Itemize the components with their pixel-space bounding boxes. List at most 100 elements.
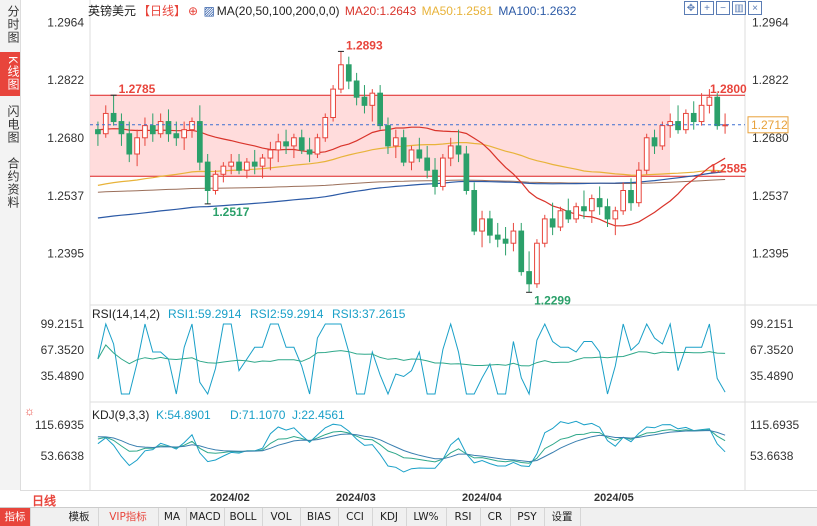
kdj-axis-label: 115.6935 bbox=[750, 418, 799, 432]
candle-body bbox=[510, 230, 517, 244]
symbol-name: 英镑美元 bbox=[88, 4, 137, 18]
candle-body bbox=[314, 137, 321, 155]
candle-body bbox=[440, 157, 446, 187]
candle-body bbox=[471, 190, 478, 232]
period-label[interactable]: 日线 bbox=[32, 494, 57, 508]
kdj-axis-label: 115.6935 bbox=[35, 418, 84, 432]
zoom-in-icon[interactable]: + bbox=[700, 1, 714, 15]
tab-psy[interactable]: PSY bbox=[510, 508, 545, 526]
rsi-fast-line bbox=[97, 322, 726, 396]
candle-body bbox=[283, 141, 289, 147]
tab-ma[interactable]: MA bbox=[158, 508, 187, 526]
rsi-axis-label: 99.2151 bbox=[41, 317, 85, 331]
candle-body bbox=[259, 157, 266, 167]
candle-body bbox=[573, 206, 579, 220]
tab-indicators[interactable]: 指标 bbox=[0, 508, 31, 526]
price-tick-label: 1.2680 bbox=[752, 131, 789, 145]
price-tick-label: 1.2822 bbox=[47, 73, 84, 87]
tab-boll[interactable]: BOLL bbox=[224, 508, 263, 526]
candle-body bbox=[330, 88, 336, 119]
candle-body bbox=[126, 133, 133, 155]
price-tick-label: 1.2395 bbox=[47, 246, 84, 260]
candle-body bbox=[581, 206, 587, 212]
candle-body bbox=[659, 125, 666, 147]
candle-body bbox=[534, 242, 540, 285]
candle-body bbox=[588, 198, 595, 212]
rsi-axis-label: 35.4890 bbox=[750, 369, 794, 383]
price-tick-label: 1.2680 bbox=[47, 131, 84, 145]
tab-templates[interactable]: 模板 bbox=[60, 508, 99, 526]
zoom-out-icon[interactable]: − bbox=[716, 1, 730, 15]
current-price-box bbox=[747, 116, 789, 134]
tab-vol[interactable]: VOL bbox=[262, 508, 301, 526]
candle-body bbox=[463, 153, 470, 191]
tab-cci[interactable]: CCI bbox=[338, 508, 373, 526]
kdj-axis-label: 53.6638 bbox=[41, 449, 85, 463]
ma-toggle-icon[interactable]: ▨ bbox=[203, 4, 215, 18]
candle-body bbox=[181, 129, 188, 139]
current-price-label: 1.2712 bbox=[751, 118, 788, 132]
candle-body bbox=[142, 125, 148, 139]
candle-body bbox=[196, 121, 203, 163]
move-icon[interactable]: ✥ bbox=[684, 1, 698, 15]
kdj-title: KDJ(9,3,3) bbox=[92, 408, 149, 422]
kdj-d-value: D:71.1070 bbox=[230, 408, 286, 422]
price-tick-label: 1.2395 bbox=[752, 246, 789, 260]
candle-body bbox=[377, 92, 383, 127]
candle-body bbox=[102, 112, 109, 135]
tab-kdj[interactable]: KDJ bbox=[372, 508, 407, 526]
candle-body bbox=[306, 149, 313, 155]
candle-body bbox=[267, 149, 274, 159]
candle-body bbox=[353, 80, 360, 98]
candle-body bbox=[432, 169, 438, 187]
sidebar-tab-contract[interactable]: 合约资料 bbox=[6, 157, 20, 209]
date-tick: 2024/04 bbox=[462, 492, 502, 504]
candle-body bbox=[236, 161, 242, 171]
kdj-j-value: J:22.4561 bbox=[292, 408, 345, 422]
candle-body bbox=[487, 218, 493, 236]
tab-settings[interactable]: 设置 bbox=[544, 508, 581, 526]
bar-chart-icon[interactable]: ▥ bbox=[732, 1, 746, 15]
candle-body bbox=[165, 121, 172, 135]
candle-body bbox=[447, 145, 454, 159]
date-tick: 2024/05 bbox=[594, 492, 634, 504]
ma50-line bbox=[97, 142, 726, 186]
kline-chart-area[interactable]: 1.2964 1.2964 1.2822 1.2822 1.2680 1.2680 1.25… bbox=[0, 0, 817, 490]
candle-body bbox=[494, 234, 501, 240]
candle-body bbox=[173, 133, 180, 139]
extreme-label: 1.2517 bbox=[213, 205, 250, 219]
candle-body bbox=[683, 112, 689, 131]
kdj-k-value: K:54.8901 bbox=[156, 408, 211, 422]
candle-body bbox=[298, 137, 305, 151]
sidebar-tab-timeshare[interactable]: 分时图 bbox=[6, 4, 20, 44]
ma50-value: MA50:1.2581 bbox=[421, 4, 493, 18]
tab-cr[interactable]: CR bbox=[480, 508, 511, 526]
tab-bias[interactable]: BIAS bbox=[300, 508, 339, 526]
date-tick: 2024/02 bbox=[210, 492, 250, 504]
sidebar-tab-kline[interactable]: K线图 bbox=[0, 52, 20, 96]
candle-body bbox=[643, 137, 650, 171]
candle-body bbox=[549, 218, 556, 228]
date-tick: 2024/03 bbox=[336, 492, 376, 504]
candle-body bbox=[110, 112, 117, 123]
candle-body bbox=[635, 169, 642, 204]
price-tick-label: 1.2822 bbox=[752, 73, 789, 87]
sidebar-tab-flash[interactable]: 闪电图 bbox=[6, 104, 20, 144]
rsi-axis-label: 35.4890 bbox=[41, 369, 85, 383]
price-tick-label: 1.2537 bbox=[47, 189, 84, 203]
close-icon[interactable]: × bbox=[748, 1, 762, 15]
candle-body bbox=[322, 117, 329, 139]
candle-body bbox=[134, 137, 140, 155]
tab-vip[interactable]: VIP指标 bbox=[98, 508, 159, 526]
candle-body bbox=[385, 125, 391, 147]
gear-icon[interactable]: ⊕ bbox=[188, 4, 199, 18]
tab-lw[interactable]: LW% bbox=[406, 508, 447, 526]
tab-macd[interactable]: MACD bbox=[186, 508, 225, 526]
candle-body bbox=[675, 121, 681, 131]
tab-rsi[interactable]: RSI bbox=[446, 508, 481, 526]
candle-body bbox=[604, 206, 611, 220]
sidebar: 分时图 K线图 闪电图 合约资料 bbox=[0, 0, 21, 490]
candle-body bbox=[596, 198, 603, 208]
main-legend: 英镑美元 【日线】 ⊕ ▨ MA(20,50,100,200,0,0) MA20:1.… bbox=[88, 2, 578, 18]
indicator-toolbar: 指标 模板 VIP指标 MA MACD BOLL VOL BIAS CCI KD… bbox=[0, 507, 817, 526]
